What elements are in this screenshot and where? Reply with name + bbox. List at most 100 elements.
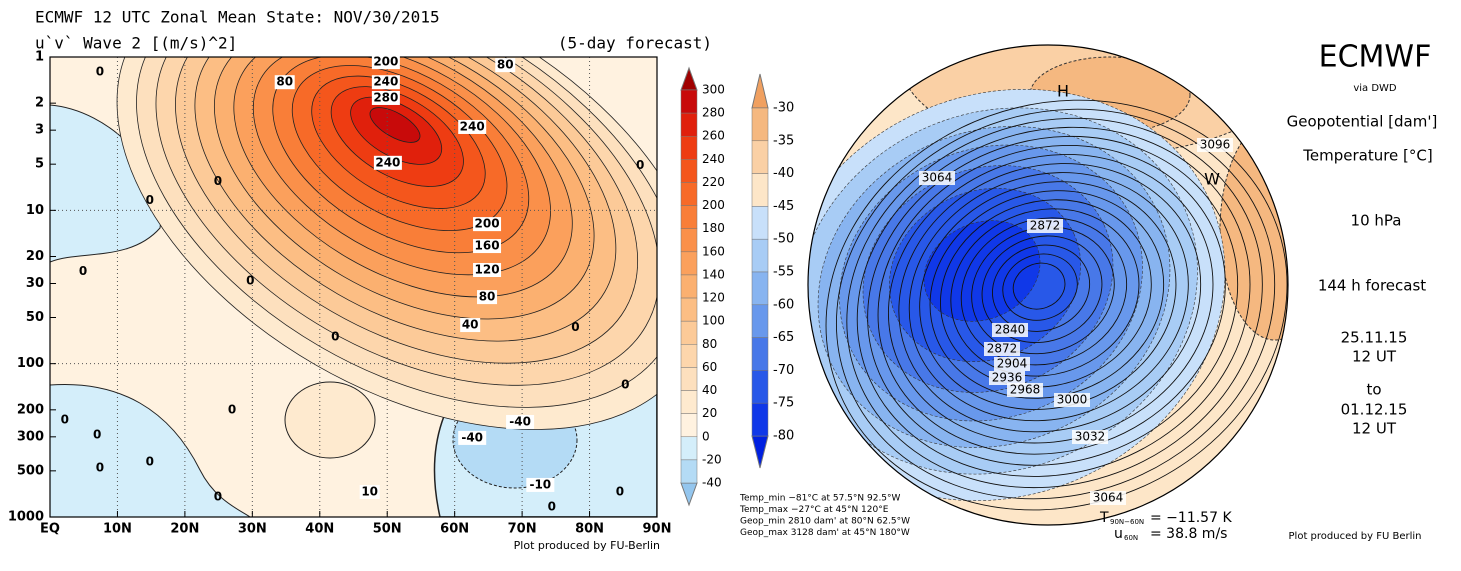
contour-label: 240 bbox=[460, 119, 485, 133]
contour-label: 80 bbox=[479, 290, 496, 304]
colorbar-label: 0 bbox=[702, 429, 710, 443]
label-box bbox=[473, 217, 502, 232]
contour-label: 3064 bbox=[1093, 491, 1124, 505]
colorbar-box bbox=[751, 304, 769, 338]
contour-label: -40 bbox=[509, 414, 531, 428]
label-box bbox=[371, 55, 400, 70]
colorbar-label: 260 bbox=[702, 129, 725, 143]
contour-label: 240 bbox=[373, 75, 398, 89]
start-date: 25.11.15 bbox=[1341, 329, 1408, 347]
colorbar-box bbox=[680, 89, 698, 114]
label-box bbox=[373, 155, 402, 170]
x-tick-label: 40N bbox=[305, 522, 334, 537]
contour-label: -10 bbox=[529, 477, 551, 491]
y-tick-label: 20 bbox=[26, 249, 44, 264]
contour-label: -40 bbox=[461, 430, 483, 444]
plot-frame bbox=[49, 56, 658, 518]
label-box bbox=[473, 239, 502, 254]
colorbar-label: -55 bbox=[773, 265, 794, 280]
contour-label: 40 bbox=[462, 318, 479, 332]
colorbar-box bbox=[680, 274, 698, 299]
label-box bbox=[458, 119, 487, 134]
contour-label: 0 bbox=[214, 490, 222, 504]
positive-region bbox=[284, 381, 376, 459]
field bbox=[50, 57, 657, 517]
contour-label: 0 bbox=[636, 158, 644, 172]
field-name: Geopotential [dam'] bbox=[1287, 113, 1438, 131]
colorbar-box bbox=[680, 135, 698, 160]
geopotential-contour bbox=[929, 190, 1165, 399]
label-box bbox=[473, 263, 502, 278]
label-box bbox=[506, 414, 535, 429]
label-box bbox=[989, 371, 1025, 385]
y-tick-label: 1 bbox=[35, 50, 44, 65]
contour-label: 2872 bbox=[987, 342, 1018, 356]
label-box bbox=[460, 318, 481, 333]
y-tick-label: 500 bbox=[17, 463, 44, 478]
label-box bbox=[994, 357, 1030, 371]
contour-label: 0 bbox=[146, 193, 154, 207]
colorbar-extend bbox=[680, 66, 698, 91]
x-tick-label: 10N bbox=[103, 522, 132, 537]
colorbar-label: 60 bbox=[702, 360, 717, 374]
colorbar-extend bbox=[751, 73, 769, 109]
colorbar-box bbox=[680, 251, 698, 276]
colorbar-box bbox=[751, 238, 769, 273]
colorbar-label: 140 bbox=[702, 267, 725, 281]
end-date: 01.12.15 bbox=[1341, 401, 1408, 419]
contour-label: 0 bbox=[214, 174, 222, 188]
colorbar-label: 80 bbox=[702, 337, 717, 351]
colorbar-label: 40 bbox=[702, 383, 717, 397]
index-value: = −11.57 K bbox=[1150, 510, 1232, 526]
colorbar-label: -40 bbox=[773, 166, 794, 181]
colorbar-label: 160 bbox=[702, 244, 725, 258]
colorbar-box bbox=[751, 337, 769, 371]
contour-label: 160 bbox=[475, 239, 500, 253]
colorbar-label: 240 bbox=[702, 152, 725, 166]
index-name: u bbox=[1114, 526, 1123, 542]
stat-line: Temp_max −27°C at 45°N 120°E bbox=[739, 505, 889, 515]
contour-label: 0 bbox=[331, 329, 339, 343]
contour-label: 0 bbox=[621, 378, 629, 392]
colorbar-label: -20 bbox=[702, 452, 722, 466]
contour-label: 0 bbox=[571, 320, 579, 334]
colorbar-label: -70 bbox=[773, 363, 794, 378]
y-tick-label: 10 bbox=[26, 203, 44, 218]
label-box bbox=[1054, 393, 1090, 407]
contour-label: 0 bbox=[228, 402, 236, 416]
colorbar-label: -75 bbox=[773, 396, 794, 411]
colorbar-box bbox=[751, 271, 769, 306]
contour-label: 2904 bbox=[997, 357, 1028, 371]
contour-label: 0 bbox=[548, 500, 556, 514]
forecast-hours: 144 h forecast bbox=[1318, 277, 1426, 295]
geopotential-contour bbox=[939, 199, 1152, 388]
label-box bbox=[371, 75, 400, 90]
colorbar-label: -35 bbox=[773, 133, 794, 148]
contour-label: 10 bbox=[361, 485, 378, 499]
colorbar-box bbox=[751, 107, 769, 142]
x-tick-label: 80N bbox=[575, 522, 604, 537]
colorbar-box bbox=[680, 112, 698, 137]
colorbar-box bbox=[680, 320, 698, 345]
field-name: Temperature [°C] bbox=[1302, 147, 1432, 165]
geopotential-contour bbox=[992, 244, 1091, 332]
y-tick-label: 3 bbox=[35, 123, 44, 138]
stat-line: Geop_min 2810 dam' at 80°N 62.5°W bbox=[740, 517, 910, 527]
contour-label: 80 bbox=[497, 58, 514, 72]
left-title: ECMWF 12 UTC Zonal Mean State: NOV/30/20… bbox=[35, 8, 440, 27]
label-box bbox=[477, 290, 498, 305]
colorbar-label: -80 bbox=[773, 429, 794, 444]
pressure-center: W bbox=[1204, 170, 1220, 189]
colorbar-box bbox=[751, 140, 769, 174]
contour-label: 2872 bbox=[1030, 219, 1061, 233]
map-outline bbox=[807, 44, 1289, 526]
contour-label: 0 bbox=[246, 274, 254, 288]
contour-label: 120 bbox=[475, 263, 500, 277]
left-subtitle: u`v` Wave 2 [(m/s)^2] bbox=[35, 34, 237, 53]
y-tick-label: 300 bbox=[17, 429, 44, 444]
map-field bbox=[808, 45, 1288, 525]
label-box bbox=[919, 171, 955, 185]
y-tick-label: 200 bbox=[17, 402, 44, 417]
contour-label: 3000 bbox=[1057, 393, 1088, 407]
contour-label: 0 bbox=[96, 461, 104, 475]
